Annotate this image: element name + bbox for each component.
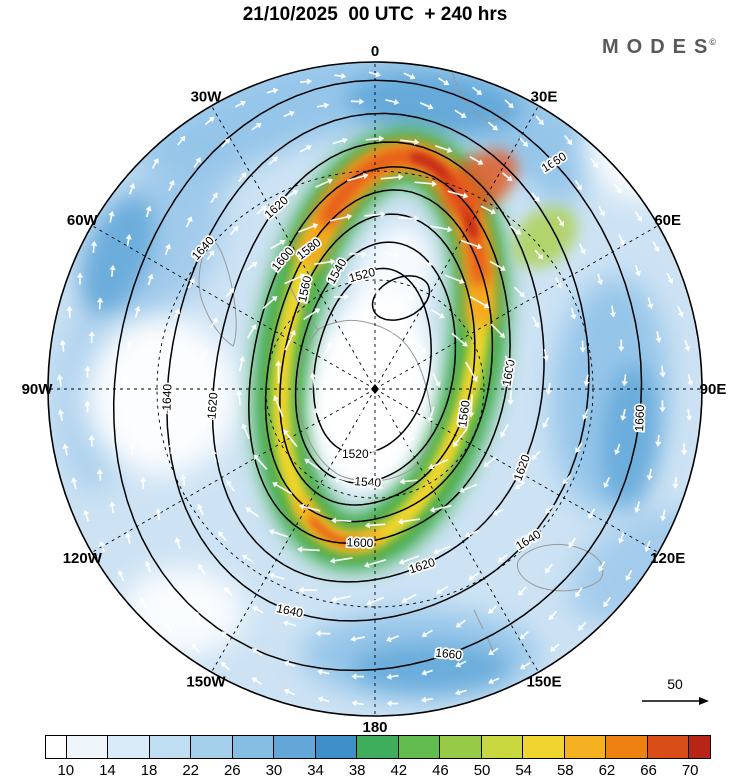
- colorbar-cell: [647, 736, 690, 758]
- colorbar-tick-label: 10: [57, 762, 75, 779]
- graticule-layer: [48, 62, 702, 716]
- colorbar-tick-label: 34: [307, 762, 324, 779]
- longitude-label: 120W: [63, 550, 103, 567]
- modes-logo-text: MODES: [602, 36, 716, 58]
- wind-reference-value: 50: [667, 676, 683, 692]
- colorbar-cell: [66, 736, 109, 758]
- colorbar-tick-label: 58: [556, 762, 574, 779]
- colorbar-cell: [689, 736, 710, 758]
- contour-label: 1660: [435, 646, 463, 663]
- longitude-label: 180: [362, 719, 387, 736]
- colorbar-tick-labels: 10 14 18 22 26 30 34 38 42 46 50 54 58 62 66 70: [45, 762, 711, 780]
- colorbar-cell: [232, 736, 275, 758]
- colorbar-tick-label: 70: [681, 762, 699, 779]
- colorbar-cell: [191, 736, 233, 758]
- longitude-label: 150E: [526, 674, 561, 691]
- contour-label: 1560: [455, 399, 473, 428]
- colorbar-tick-label: 14: [99, 762, 116, 779]
- colorbar-cell: [440, 736, 482, 758]
- colorbar-cell: [564, 736, 607, 758]
- wind-reference-arrow: [642, 697, 709, 705]
- height-contours-layer: [112, 79, 643, 672]
- polar-map: 1520152015401540156015601580160016001600…: [22, 43, 727, 736]
- colorbar-tick-label: 22: [182, 762, 200, 779]
- colorbar-cell: [606, 736, 648, 758]
- colorbar-tick-label: 38: [348, 762, 366, 779]
- map-boundary: [47, 61, 703, 717]
- colorbar-tick-label: 66: [640, 762, 657, 779]
- contour-label: 1640: [160, 383, 175, 410]
- colorbar-cell: [46, 736, 67, 758]
- contour-label: 1620: [205, 392, 221, 420]
- colorbar-cell: [108, 736, 150, 758]
- wind-vectors-layer: [56, 71, 694, 707]
- contour-label: 1520: [342, 447, 369, 461]
- longitude-label: 0: [371, 43, 379, 60]
- wind-reference: 50: [638, 676, 712, 712]
- colorbar-cell: [398, 736, 441, 758]
- colorbar-cell: [357, 736, 399, 758]
- colorbar-tick-label: 46: [432, 762, 449, 779]
- colorbar-tick-label: 42: [390, 762, 408, 779]
- colorbar-cell: [481, 736, 524, 758]
- chart-title: 21/10/2025 00 UTC + 240 hrs: [242, 4, 508, 25]
- longitude-label: 90E: [700, 381, 727, 398]
- longitude-label: 90W: [22, 381, 54, 398]
- colorbar-tick-label: 62: [598, 762, 616, 779]
- modes-logo: MODES©: [602, 36, 716, 59]
- colorbar: 10 14 18 22 26 30 34 38 42 46 50 54 58 62 66 70: [45, 735, 711, 780]
- colorbar-tick-label: 50: [473, 762, 491, 779]
- colorbar-tick-label: 18: [140, 762, 158, 779]
- colorbar-tick-label: 30: [265, 762, 283, 779]
- colorbar-cell: [523, 736, 565, 758]
- colorbar-tick-label: 26: [223, 762, 241, 779]
- longitude-label: 60E: [654, 212, 681, 229]
- pole-marker: [371, 384, 379, 394]
- contour-label: 1600: [499, 358, 517, 387]
- colorbar-cell: [274, 736, 316, 758]
- colorbar-scale: [45, 735, 711, 759]
- longitude-label: 30E: [531, 88, 558, 105]
- longitude-label: 30W: [191, 88, 223, 105]
- copyright-mark: ©: [709, 37, 716, 48]
- longitude-label: 120E: [650, 550, 685, 567]
- colorbar-tick-label: 54: [515, 762, 533, 779]
- contour-label: 1660: [632, 404, 647, 431]
- colorbar-cell: [149, 736, 192, 758]
- contour-label: 1600: [346, 535, 373, 550]
- arrow-head-icon: [699, 697, 709, 705]
- colorbar-cell: [315, 736, 358, 758]
- longitude-label: 60W: [67, 212, 99, 229]
- longitude-label: 150W: [186, 674, 226, 691]
